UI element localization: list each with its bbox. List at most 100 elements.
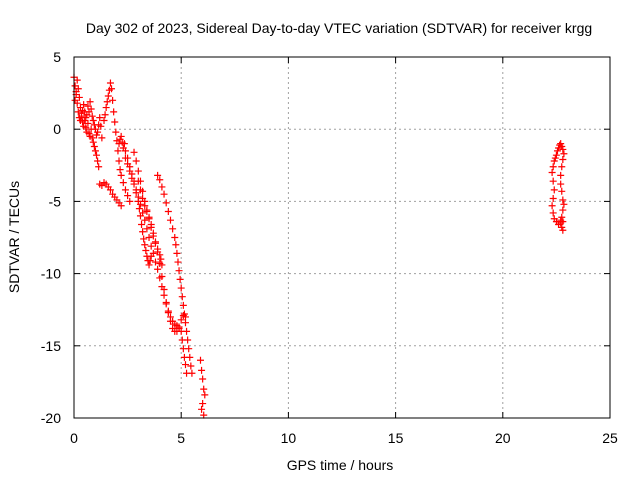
data-point — [185, 345, 193, 353]
data-point — [106, 186, 114, 194]
data-point — [114, 147, 122, 155]
data-point — [173, 249, 181, 257]
data-point — [100, 117, 108, 125]
data-point — [96, 114, 104, 122]
data-point — [200, 411, 208, 419]
data-point — [169, 225, 177, 233]
data-point — [136, 186, 144, 194]
data-point — [166, 317, 174, 325]
data-point — [73, 76, 81, 84]
data-point — [134, 167, 142, 175]
data-point — [145, 234, 153, 241]
data-point — [110, 108, 118, 116]
series-arc-4 — [96, 179, 125, 210]
data-point — [164, 309, 172, 317]
y-tick-label: 5 — [53, 49, 61, 65]
y-tick-label: -10 — [41, 266, 61, 282]
data-point — [549, 163, 557, 171]
data-point — [151, 258, 159, 266]
data-point — [88, 134, 96, 142]
data-point — [121, 186, 129, 194]
series-arc-10 — [196, 356, 209, 419]
data-point — [559, 226, 567, 234]
data-point — [552, 151, 560, 159]
data-point — [95, 163, 103, 171]
data-point — [109, 96, 117, 104]
data-point — [198, 366, 206, 374]
data-point — [106, 79, 114, 87]
data-point — [180, 310, 188, 318]
data-points — [70, 73, 568, 419]
data-point — [120, 140, 128, 148]
x-tick-label: 0 — [70, 430, 78, 446]
data-point — [549, 195, 557, 203]
data-point — [102, 104, 110, 112]
data-point — [172, 241, 180, 249]
data-point — [75, 93, 83, 101]
data-point — [162, 199, 170, 207]
data-point — [98, 134, 106, 142]
x-tick-label: 5 — [177, 430, 185, 446]
series-arc-8 — [134, 177, 189, 335]
data-point — [178, 293, 186, 301]
data-point — [90, 143, 98, 151]
x-tick-label: 20 — [495, 430, 511, 446]
data-point — [171, 234, 179, 241]
data-point — [136, 212, 144, 220]
data-point — [560, 150, 568, 158]
data-point — [86, 98, 94, 106]
data-point — [558, 187, 566, 195]
data-point — [157, 255, 165, 263]
x-tick-label: 10 — [281, 430, 297, 446]
series-arc-9 — [154, 171, 196, 377]
data-point — [121, 154, 129, 162]
data-point — [154, 248, 162, 256]
data-point — [103, 98, 111, 106]
data-point — [130, 148, 138, 156]
data-point — [132, 189, 140, 197]
data-point — [199, 375, 207, 383]
data-point — [116, 166, 124, 174]
data-point — [112, 128, 120, 136]
data-point — [559, 145, 567, 153]
y-tick-labels: 5 0 -5 -10 -15 -20 — [41, 49, 61, 426]
data-point — [141, 241, 149, 249]
data-point — [158, 183, 166, 191]
y-tick-label: 0 — [53, 121, 61, 137]
data-point — [558, 163, 566, 171]
data-point — [82, 124, 90, 132]
data-point — [181, 319, 189, 327]
y-tick-label: -5 — [49, 193, 62, 209]
x-tick-labels: 0 5 10 15 20 25 — [70, 430, 618, 446]
data-point — [84, 119, 92, 127]
data-point — [115, 157, 123, 165]
data-point — [548, 202, 556, 210]
data-point — [140, 235, 148, 243]
data-point — [154, 171, 162, 179]
data-point — [188, 369, 196, 377]
data-point — [126, 167, 134, 175]
data-point — [101, 111, 109, 119]
data-point — [198, 405, 206, 413]
data-point — [142, 246, 150, 254]
data-point — [173, 327, 181, 335]
data-point — [557, 180, 565, 188]
data-point — [196, 356, 204, 364]
data-point — [74, 108, 82, 116]
data-point — [147, 242, 155, 250]
data-point — [117, 132, 125, 140]
data-point — [555, 221, 563, 229]
series-arc-11 — [549, 140, 568, 234]
data-point — [550, 186, 558, 194]
data-point — [557, 171, 565, 179]
data-point — [177, 316, 185, 324]
data-point — [89, 138, 97, 146]
data-point — [186, 353, 194, 361]
data-point — [141, 202, 149, 210]
data-point — [548, 169, 556, 177]
data-point — [119, 179, 127, 187]
data-point — [130, 180, 138, 188]
data-point — [176, 275, 184, 283]
data-point — [549, 177, 557, 185]
